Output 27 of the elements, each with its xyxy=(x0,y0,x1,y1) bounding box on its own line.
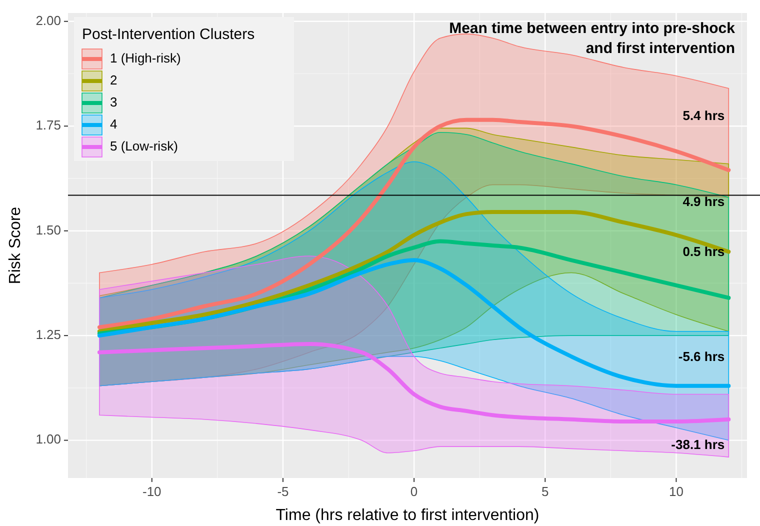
annotation: -5.6 hrs xyxy=(678,348,725,364)
legend-label: 4 xyxy=(110,116,118,132)
y-tick-label: 1.75 xyxy=(36,118,61,133)
legend-title: Post-Intervention Clusters xyxy=(82,26,255,43)
annotation: Mean time between entry into pre-shock and first intervention xyxy=(449,20,736,57)
x-tick-label: 10 xyxy=(668,484,684,499)
legend-label: 5 (Low-risk) xyxy=(110,138,178,154)
y-tick-label: 1.00 xyxy=(36,432,61,447)
line-series xyxy=(97,210,731,334)
annotation: 5.4 hrs xyxy=(682,108,725,124)
annotation: -38.1 hrs xyxy=(671,436,725,452)
x-tick-label: 5 xyxy=(542,484,549,499)
annotation: 4.9 hrs xyxy=(682,194,725,209)
legend-label: 3 xyxy=(110,94,118,110)
x-tick-label: -10 xyxy=(142,484,162,499)
legend-label: 1 (High-risk) xyxy=(110,50,181,66)
x-tick-label: 0 xyxy=(410,484,418,499)
annotation: 0.5 hrs xyxy=(682,244,725,260)
line-series xyxy=(97,342,731,424)
y-axis-title: Risk Score xyxy=(7,206,24,284)
x-axis-title: Time (hrs relative to first intervention) xyxy=(276,507,540,524)
y-tick-label: 1.25 xyxy=(36,327,61,342)
y-tick-label: 2.00 xyxy=(36,12,61,28)
y-tick-label: 1.50 xyxy=(36,222,61,238)
legend-label: 2 xyxy=(110,72,118,88)
line-series xyxy=(97,258,731,388)
x-tick-label: -5 xyxy=(277,484,289,499)
